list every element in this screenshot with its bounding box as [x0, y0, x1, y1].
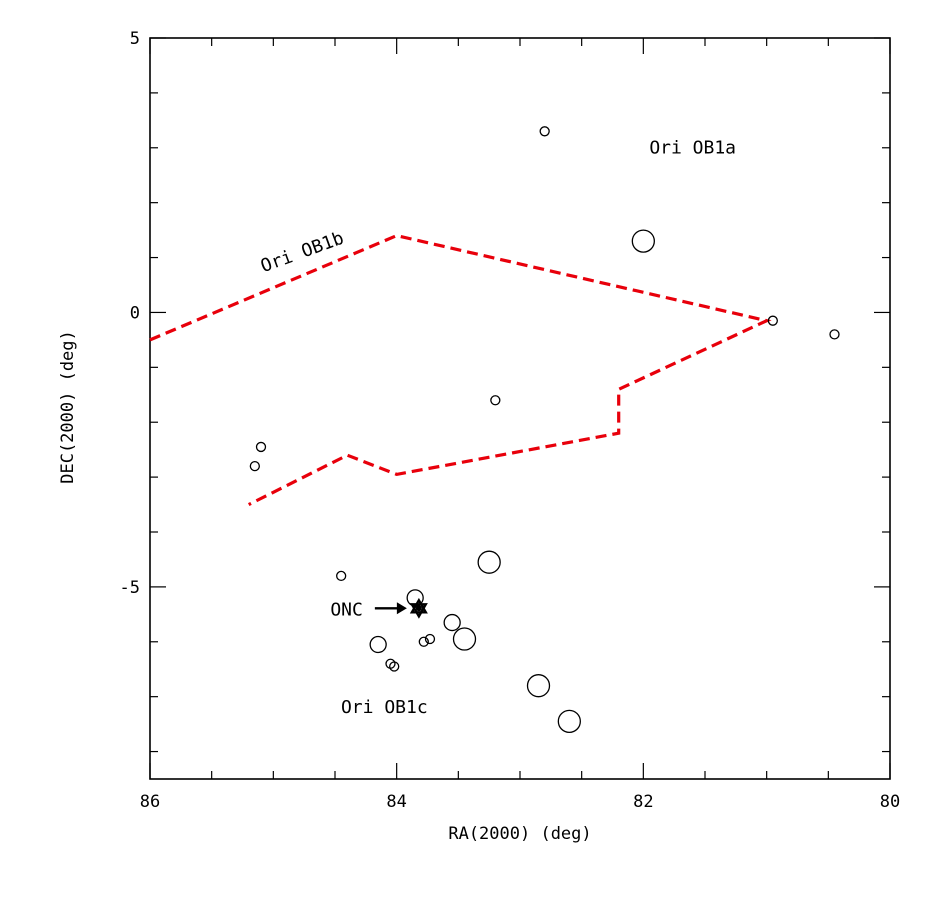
axes-frame	[149, 37, 891, 780]
onc-label: ONC	[330, 599, 363, 620]
star-large-marker	[557, 709, 581, 734]
star-small-marker	[539, 126, 550, 137]
y-tick-label: 5	[130, 29, 140, 49]
star-small-marker	[336, 570, 347, 582]
star-small-marker	[767, 315, 778, 326]
x-tick-label: 86	[140, 792, 160, 812]
star-small-marker	[829, 329, 840, 340]
x-tick-label: 80	[880, 792, 900, 812]
onc-star-marker-down	[409, 603, 428, 619]
y-tick-label: 0	[130, 303, 140, 323]
onc-arrow-head	[396, 602, 407, 615]
onc-star-marker-up	[409, 597, 428, 614]
star-large-marker	[526, 674, 551, 698]
star-medium-marker	[443, 613, 461, 632]
star-small-marker	[418, 636, 429, 647]
ori-ob1b-boundary-line	[149, 233, 772, 507]
boundary-layer	[149, 233, 772, 507]
stars-layer	[249, 126, 840, 734]
star-small-marker	[389, 661, 400, 672]
axis-ticks	[149, 37, 891, 779]
region-label: Ori OB1c	[341, 697, 428, 718]
onc-star-core	[415, 605, 422, 612]
star-small-marker	[490, 395, 501, 406]
axis-tick-labels: 86 84 82 80 -5 0 5	[120, 29, 901, 812]
x-tick-label: 82	[633, 792, 653, 812]
star-large-marker	[631, 229, 655, 253]
plot-frame	[149, 37, 891, 780]
region-label: Ori OB1b	[258, 228, 347, 277]
star-small-marker	[255, 441, 267, 453]
onc-layer: ONC	[330, 597, 428, 620]
x-axis-label: RA(2000) (deg)	[448, 824, 591, 844]
star-large-marker	[452, 627, 477, 651]
star-small-marker	[424, 633, 436, 645]
y-tick-label: -5	[120, 578, 140, 598]
y-axis-label: DEC(2000) (deg)	[58, 330, 78, 484]
star-small-marker	[249, 460, 260, 472]
star-large-marker	[477, 550, 501, 574]
x-tick-label: 84	[386, 792, 406, 812]
region-label: Ori OB1a	[649, 137, 736, 158]
star-medium-marker	[369, 635, 387, 654]
annotation-layer: Ori OB1a Ori OB1b Ori OB1c	[258, 137, 736, 718]
